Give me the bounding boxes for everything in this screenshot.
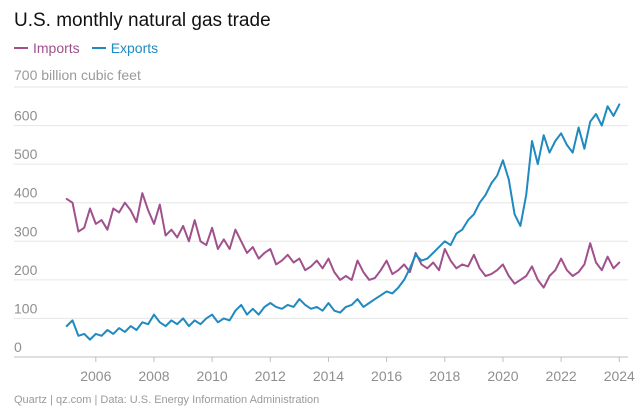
legend-swatch-imports [14, 47, 28, 49]
y-tick-label: 100 [14, 300, 38, 316]
x-tick-label: 2012 [255, 368, 286, 384]
series-line-imports [65, 192, 621, 289]
y-tick-label: 600 [14, 108, 38, 124]
series-line-exports [65, 103, 621, 341]
x-tick-label: 2008 [138, 368, 169, 384]
y-tick-label: 400 [14, 185, 38, 201]
legend-label-exports: Exports [110, 40, 159, 56]
source-footer: Quartz | qz.com | Data: U.S. Energy Info… [14, 394, 320, 406]
x-tick-label: 2022 [546, 368, 577, 384]
y-tick-label: 300 [14, 223, 38, 239]
y-tick-label: 500 [14, 146, 38, 162]
x-tick-label: 2014 [313, 368, 344, 384]
legend: Imports Exports [14, 40, 158, 56]
y-tick-label: 0 [14, 339, 22, 355]
x-tick-label: 2018 [429, 368, 460, 384]
x-tick-label: 2006 [80, 368, 111, 384]
legend-item-imports: Imports [14, 40, 80, 56]
y-axis-unit-label: 700 billion cubic feet [14, 67, 141, 83]
y-tick-label: 200 [14, 262, 38, 278]
legend-swatch-exports [91, 47, 106, 49]
chart-title: U.S. monthly natural gas trade [14, 10, 271, 31]
legend-item-exports: Exports [91, 40, 159, 56]
x-tick-label: 2016 [371, 368, 402, 384]
x-tick-label: 2010 [197, 368, 228, 384]
x-tick-label: 2020 [487, 368, 518, 384]
x-tick-label: 2024 [604, 368, 635, 384]
legend-label-imports: Imports [33, 40, 80, 56]
